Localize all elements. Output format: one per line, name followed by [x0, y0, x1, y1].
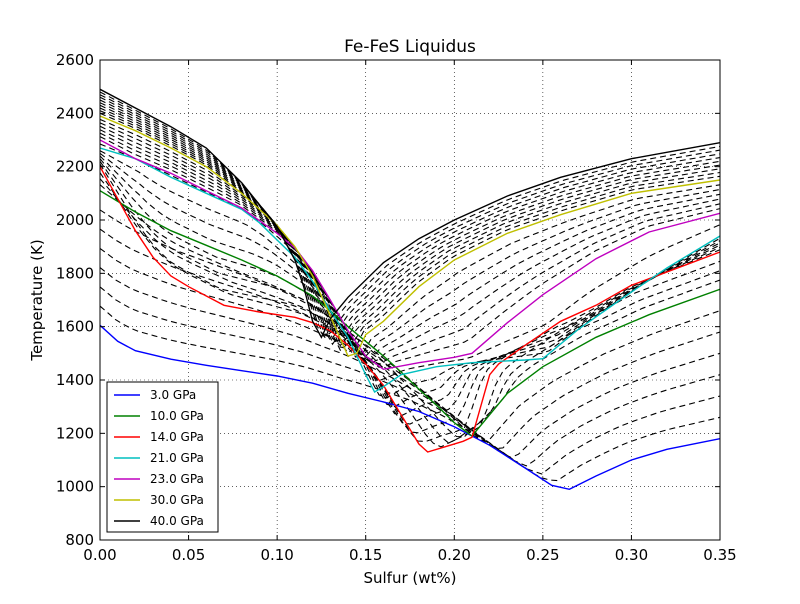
dashed-curve-19-gpa — [100, 152, 720, 408]
x-tick-label: 0.10 — [260, 546, 293, 564]
legend-label-40-0-gpa: 40.0 GPa — [150, 514, 204, 528]
dashed-curve-29-gpa — [100, 118, 720, 358]
dashed-curve-12-gpa — [100, 178, 720, 444]
dashed-curves — [100, 91, 720, 482]
dashed-curve-36-gpa — [100, 99, 720, 346]
x-tick-label: 0.25 — [526, 546, 559, 564]
series-line-30-0-gpa — [100, 115, 720, 357]
chart-title: Fe-FeS Liquidus — [344, 37, 476, 57]
dashed-curve-31-gpa — [100, 112, 720, 354]
legend: 3.0 GPa 10.0 GPa 14.0 GPa 21.0 GPa 23.0 GPa 3… — [106, 381, 219, 533]
dashed-curve-37-gpa — [100, 96, 720, 339]
y-tick-label: 2400 — [56, 104, 94, 122]
dashed-curve-25-gpa — [100, 132, 720, 365]
legend-label-30-0-gpa: 30.0 GPa — [150, 493, 204, 507]
dashed-curve-24-gpa — [100, 136, 720, 368]
series-line-23-0-gpa — [100, 139, 720, 371]
x-axis-label: Sulfur (wt%) — [363, 569, 456, 587]
series-line-40-0-gpa — [100, 88, 720, 339]
y-tick-label: 1800 — [56, 264, 94, 282]
legend-label-23-0-gpa: 23.0 GPa — [150, 472, 204, 486]
x-tick-label: 0.05 — [172, 546, 205, 564]
dashed-curve-38-gpa — [100, 94, 720, 339]
dashed-curve-9-gpa — [100, 209, 720, 443]
legend-box — [106, 381, 219, 533]
y-tick-label: 800 — [65, 531, 94, 549]
dashed-curve-18-gpa — [100, 155, 720, 416]
dashed-curve-22-gpa — [100, 143, 720, 382]
dashed-curve-4-gpa — [100, 305, 720, 482]
series-line-3-0-gpa — [100, 324, 720, 491]
dashed-curve-8-gpa — [100, 228, 720, 450]
series-line-10-0-gpa — [100, 190, 720, 437]
plot-area — [100, 88, 720, 491]
dashed-curve-34-gpa — [100, 104, 720, 347]
y-tick-label: 2000 — [56, 211, 94, 229]
dashed-curve-11-gpa — [100, 184, 720, 438]
grid — [100, 60, 720, 540]
x-tick-label: 0.35 — [703, 546, 736, 564]
series-line-21-0-gpa — [100, 147, 720, 393]
x-tick-label: 0.20 — [438, 546, 471, 564]
x-tick-label: 0.00 — [83, 546, 116, 564]
dashed-curve-32-gpa — [100, 110, 720, 350]
x-axis-ticks: 0.00 0.05 0.10 0.15 0.20 0.25 0.30 0.35 — [83, 60, 737, 564]
y-tick-label: 1400 — [56, 371, 94, 389]
y-tick-label: 2200 — [56, 158, 94, 176]
dashed-curve-26-gpa — [100, 129, 720, 364]
legend-label-10-0-gpa: 10.0 GPa — [150, 409, 204, 423]
legend-label-3-0-gpa: 3.0 GPa — [150, 388, 196, 402]
y-axis-label: Temperature (K) — [28, 239, 46, 361]
series-curves — [100, 88, 720, 491]
axes-frame — [99, 59, 721, 541]
y-axis-ticks: 800 1000 1200 1400 1600 1800 2000 2200 2400 2600 — [56, 51, 720, 549]
legend-label-14-0-gpa: 14.0 GPa — [150, 430, 204, 444]
y-tick-label: 1600 — [56, 318, 94, 336]
dashed-curve-35-gpa — [100, 102, 720, 343]
x-tick-label: 0.15 — [349, 546, 382, 564]
x-tick-label: 0.30 — [615, 546, 648, 564]
dashed-curve-5-gpa — [100, 286, 720, 475]
dashed-curve-17-gpa — [100, 158, 720, 425]
dashed-curve-39-gpa — [100, 91, 720, 339]
legend-label-21-0-gpa: 21.0 GPa — [150, 451, 204, 465]
dashed-curve-27-gpa — [100, 125, 720, 363]
y-tick-label: 2600 — [56, 51, 94, 69]
y-tick-label: 1000 — [56, 478, 94, 496]
dashed-curve-28-gpa — [100, 122, 720, 360]
dashed-curve-33-gpa — [100, 107, 720, 352]
dashed-curve-15-gpa — [100, 163, 720, 443]
series-line-14-0-gpa — [100, 166, 720, 453]
y-tick-label: 1200 — [56, 424, 94, 442]
